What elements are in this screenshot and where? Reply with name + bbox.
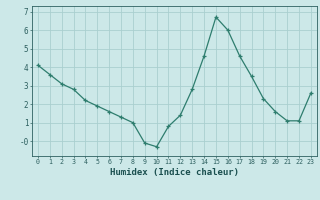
X-axis label: Humidex (Indice chaleur): Humidex (Indice chaleur) (110, 168, 239, 177)
